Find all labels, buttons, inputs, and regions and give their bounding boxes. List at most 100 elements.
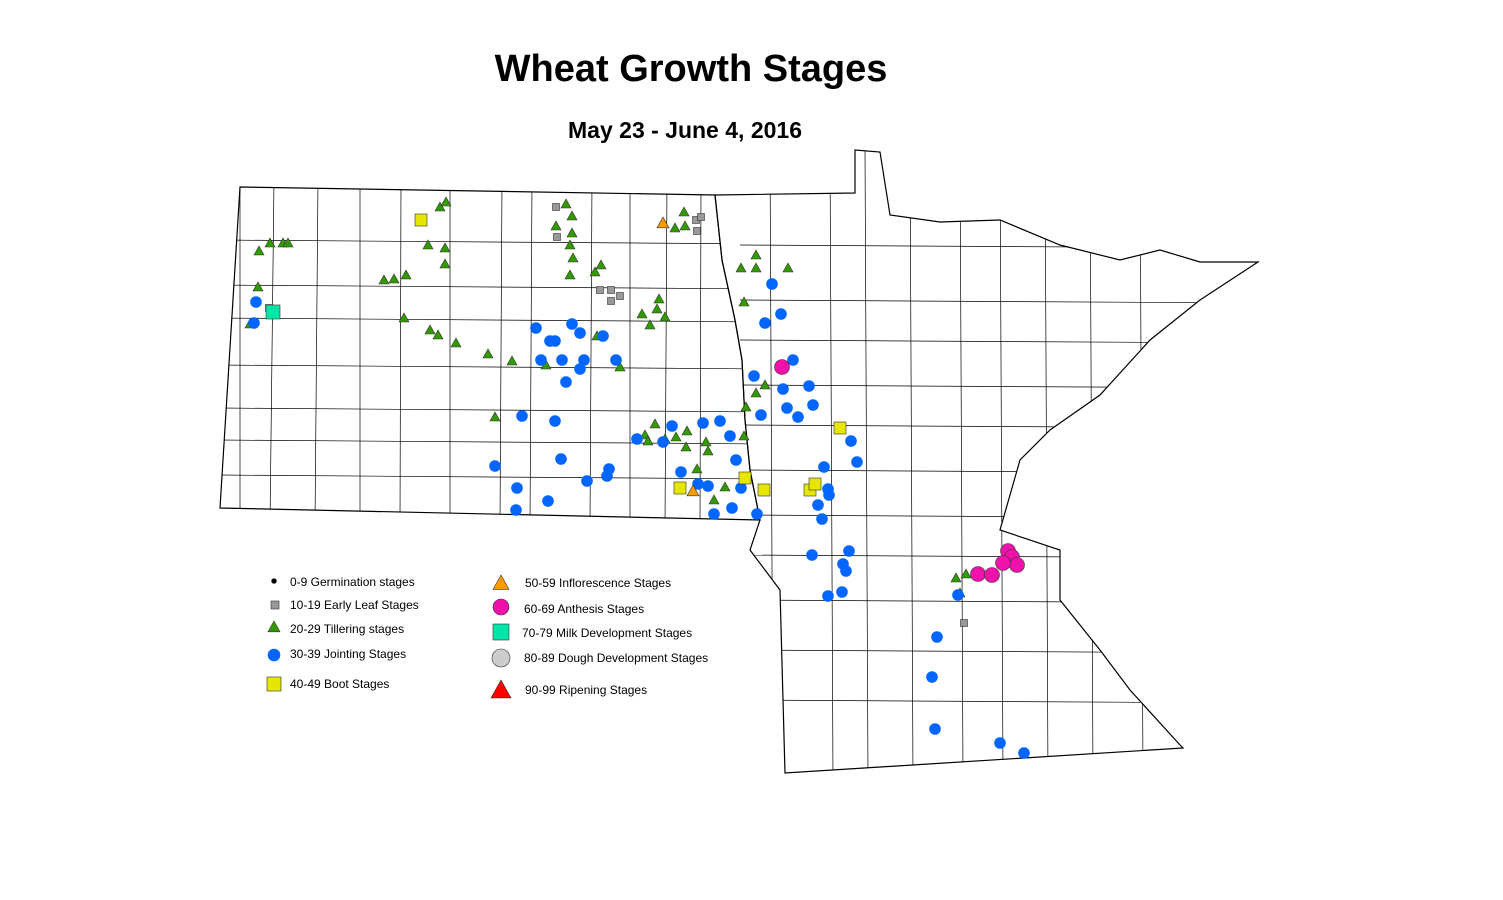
- marker-jointing: [822, 590, 834, 602]
- marker-jointing: [516, 410, 528, 422]
- marker-boot: [808, 477, 822, 491]
- marker-jointing: [851, 456, 863, 468]
- marker-tillering: [680, 441, 692, 452]
- marker-tillering: [253, 245, 265, 256]
- marker-jointing: [926, 671, 938, 683]
- marker-tillering: [735, 262, 747, 273]
- county-line: [220, 364, 760, 370]
- marker-anthesis: [774, 359, 790, 375]
- marker-jointing: [610, 354, 622, 366]
- marker-jointing: [535, 354, 547, 366]
- marker-jointing: [549, 335, 561, 347]
- marker-tillering: [679, 220, 691, 231]
- marker-tillering: [950, 572, 962, 583]
- marker-tillering: [759, 379, 771, 390]
- marker-early: [552, 203, 560, 211]
- marker-tillering: [482, 348, 494, 359]
- marker-jointing: [724, 430, 736, 442]
- marker-jointing: [845, 435, 857, 447]
- marker-tillering: [440, 196, 452, 207]
- county-line: [739, 244, 1258, 249]
- legend-symbol-anthesis: [492, 598, 510, 616]
- marker-jointing: [748, 370, 760, 382]
- marker-jointing: [807, 399, 819, 411]
- county-line: [220, 284, 760, 290]
- marker-jointing: [675, 466, 687, 478]
- county-line: [769, 150, 774, 773]
- marker-early: [693, 227, 701, 235]
- marker-jointing: [766, 278, 778, 290]
- county-line: [1089, 150, 1094, 773]
- minnesota-outline: [714, 149, 1261, 774]
- marker-early: [960, 619, 968, 627]
- marker-tillering: [691, 463, 703, 474]
- marker-jointing: [702, 480, 714, 492]
- marker-jointing: [931, 631, 943, 643]
- marker-jointing: [511, 482, 523, 494]
- marker-tillering: [750, 249, 762, 260]
- marker-jointing: [929, 723, 941, 735]
- legend-symbol-boot: [266, 676, 282, 692]
- county-line: [739, 299, 1258, 304]
- marker-jointing: [818, 461, 830, 473]
- marker-tillering: [738, 296, 750, 307]
- marker-jointing: [510, 504, 522, 516]
- county-line: [529, 187, 533, 520]
- marker-jointing: [560, 376, 572, 388]
- marker-jointing: [792, 411, 804, 423]
- county-line: [739, 699, 1258, 704]
- marker-jointing: [714, 415, 726, 427]
- county-line: [739, 599, 1258, 604]
- marker-inflorescence: [656, 216, 670, 229]
- marker-tillering: [398, 312, 410, 323]
- marker-tillering: [589, 266, 601, 277]
- legend-label-dough: 80-89 Dough Development Stages: [524, 651, 709, 665]
- county-line: [589, 187, 593, 520]
- marker-early: [553, 233, 561, 241]
- county-line: [909, 150, 914, 773]
- map-subtitle: May 23 - June 4, 2016: [568, 117, 802, 143]
- marker-anthesis: [1009, 557, 1025, 573]
- marker-tillering: [378, 274, 390, 285]
- marker-jointing: [806, 549, 818, 561]
- marker-tillering: [782, 262, 794, 273]
- marker-tillering: [424, 324, 436, 335]
- marker-tillering: [642, 435, 654, 446]
- marker-anthesis: [984, 567, 1000, 583]
- county-line: [499, 187, 503, 520]
- legend-symbol-jointing: [267, 648, 281, 662]
- legend-label-inflorescence: 50-59 Inflorescence Stages: [525, 576, 672, 590]
- legend-symbol-germination: [271, 578, 277, 584]
- marker-tillering: [450, 337, 462, 348]
- marker-early: [607, 297, 615, 305]
- marker-jointing: [781, 402, 793, 414]
- marker-tillering: [264, 237, 276, 248]
- marker-tillering: [567, 252, 579, 263]
- marker-jointing: [530, 322, 542, 334]
- legend-label-germination: 0-9 Germination stages: [290, 575, 415, 589]
- marker-jointing: [555, 453, 567, 465]
- county-line: [314, 187, 319, 520]
- marker-early: [607, 286, 615, 294]
- county-line: [1139, 150, 1144, 773]
- marker-tillering: [649, 418, 661, 429]
- marker-tillering: [566, 227, 578, 238]
- marker-jointing: [574, 327, 586, 339]
- marker-jointing: [816, 513, 828, 525]
- county-line: [220, 407, 760, 413]
- marker-boot: [757, 483, 771, 497]
- marker-boot: [414, 213, 428, 227]
- marker-jointing: [708, 508, 720, 520]
- county-line: [664, 187, 668, 520]
- county-line: [220, 239, 760, 245]
- marker-tillering: [434, 201, 446, 212]
- marker-tillering: [670, 431, 682, 442]
- county-line: [739, 469, 1258, 474]
- marker-jointing: [489, 460, 501, 472]
- county-line: [999, 150, 1004, 773]
- marker-tillering: [564, 269, 576, 280]
- marker-tillering: [669, 222, 681, 233]
- marker-anthesis: [970, 566, 986, 582]
- marker-tillering: [422, 239, 434, 250]
- legend-symbol-ripening: [490, 679, 512, 699]
